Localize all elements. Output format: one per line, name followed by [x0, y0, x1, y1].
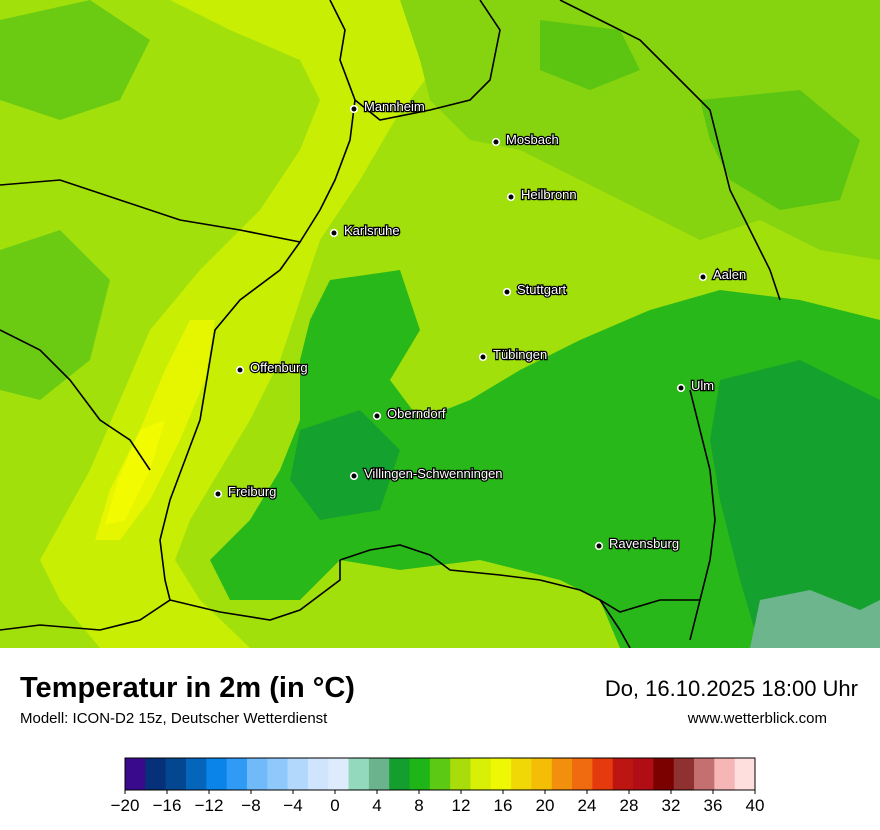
- legend-color-swatch: [673, 758, 695, 790]
- city-dot: [502, 287, 512, 297]
- legend-color-swatch: [226, 758, 248, 790]
- city-dot: [478, 352, 488, 362]
- legend-color-swatch: [368, 758, 390, 790]
- legend-color-swatch: [511, 758, 532, 790]
- legend-tick-label: −8: [241, 796, 260, 815]
- city-label: Mannheim: [364, 99, 425, 114]
- legend-color-swatch: [267, 758, 289, 790]
- legend-tick-label: 8: [414, 796, 423, 815]
- city-label: Ravensburg: [609, 536, 679, 551]
- legend-color-swatch: [206, 758, 228, 790]
- city-label: Freiburg: [228, 484, 276, 499]
- legend-tick-label: 20: [536, 796, 555, 815]
- legend-color-swatch: [551, 758, 573, 790]
- legend-tick-label: 16: [494, 796, 513, 815]
- city-markers: Mannheim Mosbach Heilbronn Karlsruhe Aalen St…: [213, 98, 748, 552]
- city-label: Karlsruhe: [344, 223, 400, 238]
- legend-color-swatch: [429, 758, 451, 790]
- model-source: Modell: ICON-D2 15z, Deutscher Wetterdie…: [20, 710, 328, 727]
- city-dot: [698, 272, 708, 282]
- legend-color-swatch: [246, 758, 268, 790]
- city-label: Heilbronn: [521, 187, 577, 202]
- legend-color-swatch: [185, 758, 207, 790]
- border-lines: [0, 0, 781, 648]
- city-dot: [506, 192, 516, 202]
- city-dot: [676, 383, 686, 393]
- legend-color-swatch: [125, 758, 146, 790]
- legend-tick-label: 28: [620, 796, 639, 815]
- city-label: Offenburg: [250, 360, 308, 375]
- legend-color-swatch: [287, 758, 309, 790]
- city-dot: [235, 365, 245, 375]
- city-dot: [213, 489, 223, 499]
- legend-color-swatch: [633, 758, 654, 790]
- legend-color-swatch: [409, 758, 431, 790]
- city-dot: [349, 104, 359, 114]
- temperature-map: Mannheim Mosbach Heilbronn Karlsruhe Aalen St…: [0, 0, 880, 648]
- legend-tick-label: −20: [111, 796, 140, 815]
- map-title: Temperatur in 2m (in °C): [20, 672, 355, 704]
- city-label: Villingen-Schwenningen: [364, 466, 503, 481]
- city-label: Tübingen: [493, 347, 547, 362]
- info-panel: Temperatur in 2m (in °C) Modell: ICON-D2…: [0, 648, 880, 830]
- legend-color-swatch: [572, 758, 593, 790]
- city-label: Aalen: [713, 267, 746, 282]
- city-dot: [491, 137, 501, 147]
- legend-tick-label: 24: [578, 796, 597, 815]
- city-label: Oberndorf: [387, 406, 446, 421]
- alps-coldest-zone: [750, 590, 880, 648]
- city-dot: [329, 228, 339, 238]
- legend-tick-label: −4: [283, 796, 302, 815]
- legend-tick-label: 0: [330, 796, 339, 815]
- website-link[interactable]: www.wetterblick.com: [687, 710, 827, 727]
- city-label: Mosbach: [506, 132, 559, 147]
- legend-color-swatch: [328, 758, 350, 790]
- legend-color-swatch: [145, 758, 167, 790]
- north-patches: [540, 20, 860, 210]
- legend-color-swatch: [531, 758, 553, 790]
- legend-tick-label: −12: [195, 796, 224, 815]
- legend-tick-label: 32: [662, 796, 681, 815]
- rhine-valley-peak: [105, 420, 165, 525]
- city-label: Stuttgart: [517, 282, 567, 297]
- legend-color-swatch: [694, 758, 715, 790]
- legend-color-swatch: [653, 758, 675, 790]
- legend-tick-label: 4: [372, 796, 381, 815]
- legend-color-swatch: [470, 758, 492, 790]
- legend-color-swatch: [734, 758, 756, 790]
- legend-color-swatch: [165, 758, 187, 790]
- temperature-legend: −20 −16 −12 −8 −4 0 4 8 12 16 20 24 28 32 36 40: [111, 757, 765, 815]
- city-dot: [372, 411, 382, 421]
- legend-tick-label: −16: [153, 796, 182, 815]
- legend-color-swatch: [714, 758, 736, 790]
- legend-tick-label: 36: [704, 796, 723, 815]
- legend-tick-label: 12: [452, 796, 471, 815]
- legend-color-swatch: [389, 758, 411, 790]
- legend-color-swatch: [450, 758, 471, 790]
- legend-tick-label: 40: [746, 796, 765, 815]
- west-patches: [0, 0, 150, 400]
- city-dot: [594, 541, 604, 551]
- black-forest-cool-zone: [210, 270, 880, 648]
- southeast-cold-zone: [290, 360, 880, 648]
- legend-frame: [124, 757, 756, 791]
- legend-color-swatch: [307, 758, 329, 790]
- legend-color-swatch: [612, 758, 634, 790]
- legend-color-swatch: [348, 758, 370, 790]
- forecast-datetime: Do, 16.10.2025 18:00 Uhr: [604, 676, 858, 701]
- legend-color-swatch: [490, 758, 512, 790]
- city-dot: [349, 471, 359, 481]
- legend-color-swatch: [592, 758, 614, 790]
- city-label: Ulm: [691, 378, 714, 393]
